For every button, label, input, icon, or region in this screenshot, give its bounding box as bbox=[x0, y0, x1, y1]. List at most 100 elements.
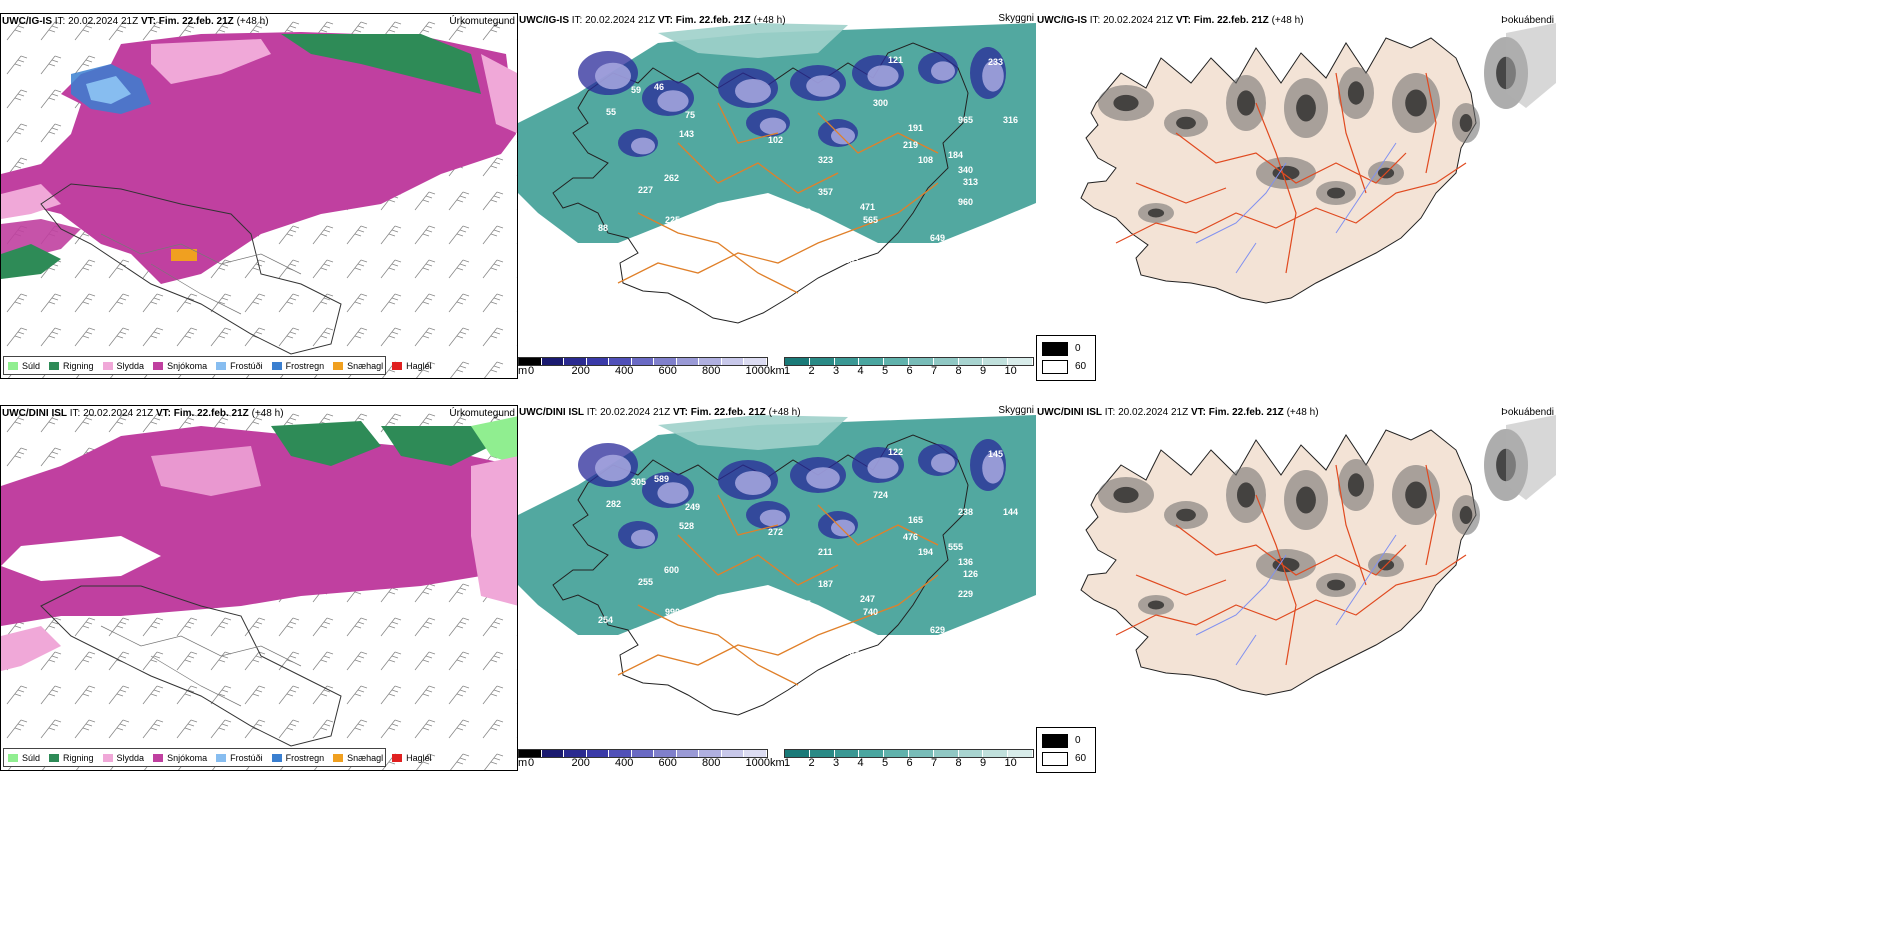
visibility-label: 247 bbox=[860, 594, 875, 604]
precip-legend: Súld Rigning Slydda Snjókoma Frostúði Frostre… bbox=[3, 748, 432, 767]
legend-label: Frostúði bbox=[230, 360, 263, 371]
visibility-label: 151 bbox=[718, 675, 733, 685]
colorbar-unit: m bbox=[518, 757, 528, 769]
visibility-label: 136 bbox=[958, 557, 973, 567]
colorbar-bin bbox=[884, 750, 909, 757]
legend-label: Súld bbox=[22, 752, 41, 763]
visibility-label: 219 bbox=[903, 140, 918, 150]
valid-time: Fim. 22.feb. 21Z bbox=[1208, 407, 1284, 418]
valid-time: Fim. 22.feb. 21Z bbox=[1193, 15, 1269, 26]
colorbar-strip bbox=[784, 749, 1034, 758]
legend-swatch bbox=[153, 361, 164, 370]
init-label: IT: bbox=[586, 407, 598, 418]
visibility-label: 293 bbox=[796, 207, 811, 217]
legend-item: Súld bbox=[8, 753, 40, 763]
colorbar-bin bbox=[519, 358, 542, 365]
lead-time: (+48 h) bbox=[1271, 15, 1304, 26]
precip-legend: Súld Rigning Slydda Snjókoma Frostúði Frostre… bbox=[3, 356, 432, 375]
lead-time: (+48 h) bbox=[1286, 407, 1319, 418]
visibility-label: 565 bbox=[863, 215, 878, 225]
colorbar-km: km 1 2 3 4 5 6 7 8 9 10 bbox=[770, 357, 1036, 379]
visibility-label: 211 bbox=[818, 547, 833, 557]
lead-time: (+48 h) bbox=[251, 408, 284, 419]
fog-legend-top: 0 60 bbox=[1036, 335, 1096, 381]
model-name: UWC/DINI ISL bbox=[519, 407, 584, 418]
visibility-label: 227 bbox=[638, 185, 653, 195]
colorbar-meters: m 0 200 400 600 800 1000 bbox=[518, 749, 778, 771]
init-label: IT: bbox=[1104, 407, 1116, 418]
visibility-label: 528 bbox=[679, 521, 694, 531]
valid-label: VT: bbox=[155, 408, 171, 419]
colorbar-bin bbox=[933, 750, 959, 757]
fog-legend-bottom: 0 60 bbox=[1036, 727, 1096, 773]
visibility-label: 310 bbox=[693, 255, 708, 265]
visibility-label: 225 bbox=[665, 215, 680, 225]
visibility-label: 238 bbox=[958, 507, 973, 517]
visibility-label: 255 bbox=[638, 577, 653, 587]
colorbar-bin bbox=[884, 358, 909, 365]
colorbar-tick: 9 bbox=[980, 757, 987, 769]
colorbar-bin bbox=[564, 358, 587, 365]
model-name: UWC/IG-IS bbox=[519, 15, 569, 26]
fog-map-top bbox=[1080, 23, 1556, 304]
visibility-label: 323 bbox=[818, 155, 833, 165]
init-time: 20.02.2024 21Z bbox=[1118, 407, 1189, 418]
legend-swatch bbox=[216, 753, 227, 762]
legend-swatch bbox=[102, 361, 113, 370]
legend-item: Rigning bbox=[49, 361, 94, 371]
visibility-label: 438 bbox=[885, 252, 900, 262]
legend-label: Frostregn bbox=[285, 752, 325, 763]
precip-map-bottom bbox=[1, 406, 517, 770]
precip-panel-top: UWC/IG-IS IT: 20.02.2024 21Z VT: Fim. 22… bbox=[0, 13, 518, 379]
colorbar-tick: 0 bbox=[528, 757, 535, 769]
visibility-label: 143 bbox=[679, 129, 694, 139]
legend-item: Rigning bbox=[49, 753, 94, 763]
visibility-label: 476 bbox=[903, 532, 918, 542]
colorbar-bin bbox=[834, 358, 860, 365]
legend-label: Frostregn bbox=[285, 360, 325, 371]
valid-time: Fim. 22.feb. 21Z bbox=[158, 16, 234, 27]
fog-legend-label: 60 bbox=[1075, 361, 1087, 372]
visibility-label: 960 bbox=[958, 197, 973, 207]
visibility-label: 716 bbox=[723, 595, 738, 605]
colorbar-tick: 5 bbox=[882, 365, 889, 377]
legend-label: Rigning bbox=[63, 752, 94, 763]
colorbar-bin bbox=[785, 358, 810, 365]
colorbar-tick: 7 bbox=[931, 757, 938, 769]
colorbar-tick: 8 bbox=[955, 757, 962, 769]
legend-item: Snjókoma bbox=[153, 753, 207, 763]
colorbar-tick: 3 bbox=[833, 757, 840, 769]
colorbar-bin bbox=[958, 358, 984, 365]
visibility-label: 200 bbox=[745, 219, 760, 229]
legend-swatch bbox=[333, 753, 344, 762]
init-time: 20.02.2024 21Z bbox=[83, 408, 154, 419]
visibility-panel-top: 121 233 59 46 55 75 143 102 300 965 219 108 184 316 34… bbox=[518, 13, 1036, 379]
colorbar-tick: 4 bbox=[857, 365, 864, 377]
visibility-label: 629 bbox=[930, 625, 945, 635]
visibility-label: 276 bbox=[771, 205, 786, 215]
model-name: UWC/IG-IS bbox=[2, 16, 52, 27]
colorbar-bin bbox=[519, 750, 542, 757]
colorbar-tick: 6 bbox=[906, 757, 913, 769]
colorbar-strip bbox=[518, 749, 768, 758]
fog-legend-label: 0 bbox=[1075, 735, 1081, 746]
fog-swatch-black bbox=[1042, 734, 1068, 748]
panel-header: UWC/DINI ISL IT: 20.02.2024 21Z VT: Fim.… bbox=[519, 407, 801, 418]
colorbar-bin bbox=[631, 750, 655, 757]
colorbar-bin bbox=[1008, 358, 1033, 365]
panel-header: UWC/DINI ISL IT: 20.02.2024 21Z VT: Fim.… bbox=[1037, 407, 1319, 418]
colorbar-bin bbox=[699, 750, 722, 757]
panel-title: Skyggni bbox=[998, 13, 1034, 24]
colorbar-bin bbox=[1008, 750, 1033, 757]
legend-item: Frostúði bbox=[216, 753, 263, 763]
visibility-label: 191 bbox=[908, 123, 923, 133]
colorbar-bin bbox=[983, 358, 1009, 365]
colorbar-tick: 1 bbox=[784, 365, 791, 377]
visibility-label: 184 bbox=[948, 150, 963, 160]
colorbar-bin bbox=[859, 358, 885, 365]
visibility-label: 283 bbox=[844, 255, 859, 265]
colorbar-meters: m 0 200 400 600 800 1000 bbox=[518, 357, 778, 379]
legend-item: Frostregn bbox=[271, 360, 325, 371]
init-time: 20.02.2024 21Z bbox=[68, 16, 139, 27]
